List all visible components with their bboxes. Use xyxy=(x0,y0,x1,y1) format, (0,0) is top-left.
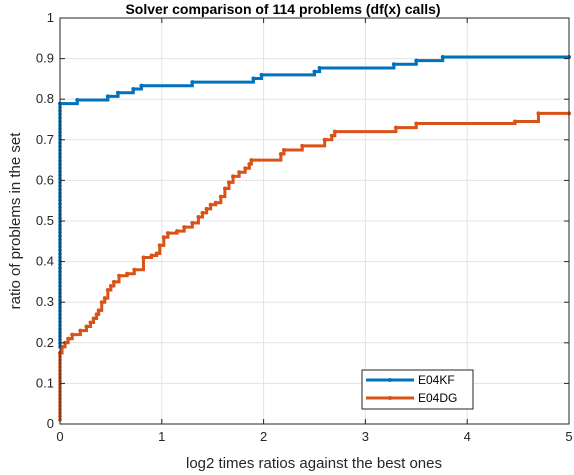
series-point-e04dg xyxy=(208,202,213,207)
series-point-e04dg xyxy=(125,271,130,276)
series-point-e04dg xyxy=(226,180,231,185)
series-point-e04dg xyxy=(117,273,122,278)
series-point-e04dg xyxy=(111,279,116,284)
series-point-e04dg xyxy=(141,255,146,260)
series-point-e04dg xyxy=(78,328,83,333)
series-point-e04kf xyxy=(312,69,317,74)
x-tick-label: 2 xyxy=(260,429,267,444)
y-tick-label: 0.3 xyxy=(36,294,54,309)
series-point-e04dg xyxy=(393,125,398,130)
series-point-e04dg xyxy=(414,121,419,126)
series-point-e04dg xyxy=(536,111,541,116)
series-point-e04kf xyxy=(259,72,264,77)
series-point-e04dg xyxy=(88,320,93,325)
axis-ticks: 0 1 2 3 4 5 0 0.1 0.2 0.3 0.4 0.5 0.6 0.7 0.8 0.9 1 xyxy=(36,10,573,444)
series-point-e04kf xyxy=(190,80,195,85)
series-point-e04dg xyxy=(105,288,110,293)
series-point-e04dg xyxy=(329,133,334,138)
series-point-e04dg xyxy=(175,229,180,234)
series-point-e04kf xyxy=(391,62,396,67)
series-point-e04dg xyxy=(182,225,187,230)
series-point-e04dg xyxy=(196,214,201,219)
series-point-e04kf xyxy=(105,94,110,99)
series-point-e04kf xyxy=(440,54,445,59)
chart-title: Solver comparison of 114 problems (df(x)… xyxy=(125,1,440,17)
series-point-e04dg xyxy=(322,137,327,142)
series-point-e04dg xyxy=(66,336,71,341)
legend-entry-e04dg: E04DG xyxy=(418,391,457,405)
y-tick-label: 0.9 xyxy=(36,51,54,66)
legend: E04KF E04DG xyxy=(361,369,474,410)
series-point-e04dg xyxy=(99,300,104,305)
series-point-e04dg xyxy=(132,267,137,272)
series-point-e04dg xyxy=(332,129,337,134)
series-point-e04dg xyxy=(108,283,113,288)
y-tick-label: 0.2 xyxy=(36,335,54,350)
series-point-e04kf xyxy=(251,76,256,81)
series-point-e04dg xyxy=(154,251,159,256)
legend-marker-e04kf xyxy=(388,378,392,382)
series-point-e04dg xyxy=(84,324,89,329)
y-tick-label: 0.5 xyxy=(36,213,54,228)
series-point-e04dg xyxy=(218,194,223,199)
y-tick-label: 1 xyxy=(47,10,54,25)
series-point-e04dg xyxy=(165,231,170,236)
series-point-e04dg xyxy=(91,316,96,321)
series-point-e04kf xyxy=(75,98,80,103)
legend-box xyxy=(361,369,474,410)
y-axis-label: ratio of problems in the set xyxy=(7,132,24,310)
legend-entry-e04kf: E04KF xyxy=(418,373,455,387)
series-point-e04kf xyxy=(131,87,136,92)
series-point-e04dg xyxy=(243,166,248,171)
series-point-e04dg xyxy=(300,143,305,148)
series-point-e04kf xyxy=(116,90,121,95)
x-tick-label: 1 xyxy=(158,429,165,444)
y-tick-label: 0.1 xyxy=(36,375,54,390)
series-point-e04dg xyxy=(157,243,162,248)
legend-marker-e04dg xyxy=(388,396,392,400)
series-point-e04dg xyxy=(96,308,101,313)
series-point-e04dg xyxy=(161,235,166,240)
series-point-e04dg xyxy=(222,186,227,191)
series-point-e04dg xyxy=(249,158,254,163)
series-point-e04dg xyxy=(247,162,252,167)
series-point-e04dg xyxy=(237,170,242,175)
y-tick-label: 0.6 xyxy=(36,172,54,187)
series-point-e04dg xyxy=(94,312,99,317)
y-tick-label: 0 xyxy=(47,416,54,431)
y-tick-label: 0.7 xyxy=(36,132,54,147)
y-tick-label: 0.4 xyxy=(36,254,54,269)
series-point-e04dg xyxy=(278,152,283,157)
series-point-e04dg xyxy=(231,174,236,179)
series-point-e04dg xyxy=(63,340,68,345)
series-point-e04dg xyxy=(149,253,154,258)
series-point-e04dg xyxy=(213,200,218,205)
x-tick-label: 5 xyxy=(565,429,572,444)
x-tick-label: 3 xyxy=(362,429,369,444)
y-tick-label: 0.8 xyxy=(36,91,54,106)
series-point-e04dg xyxy=(200,210,205,215)
x-axis-label: log2 times ratios against the best ones xyxy=(186,455,442,472)
series-point-e04dg xyxy=(102,296,107,301)
series-point-e04dg xyxy=(513,119,518,124)
series-point-e04kf xyxy=(317,65,322,70)
x-tick-label: 0 xyxy=(56,429,63,444)
grid xyxy=(59,17,570,425)
series-point-e04dg xyxy=(70,332,75,337)
series-point-e04kf xyxy=(414,58,419,63)
series-point-e04dg xyxy=(281,147,286,152)
series-point-e04kf xyxy=(139,83,144,88)
series-point-e04dg xyxy=(204,206,209,211)
x-tick-label: 4 xyxy=(464,429,471,444)
series-point-e04dg xyxy=(190,221,195,226)
